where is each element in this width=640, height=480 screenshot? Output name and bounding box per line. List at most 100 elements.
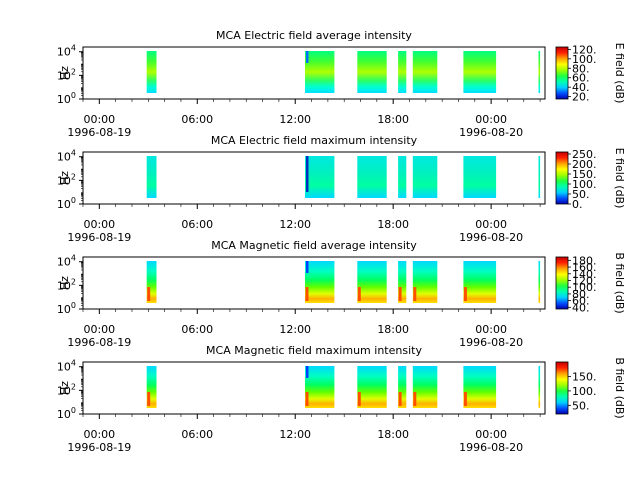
spectrogram-block — [538, 261, 541, 303]
spectrogram-block — [398, 51, 407, 93]
spectrogram-block — [146, 261, 157, 303]
colorbar — [555, 361, 569, 415]
date-label: 1996-08-19 — [67, 231, 131, 244]
colorbar-tick-label: 40. — [572, 301, 590, 314]
spectrogram-block — [463, 51, 497, 93]
colorbar-tick-label: 60. — [572, 72, 590, 85]
spectrogram-block — [463, 156, 497, 198]
colorbar-tick-label: 140. — [572, 268, 597, 281]
date-label: 1996-08-20 — [459, 126, 523, 139]
spectrogram-block — [412, 156, 438, 198]
y-tick-label: 104 — [57, 254, 76, 269]
axes-frame — [82, 256, 546, 310]
x-tick-label: 12:00 — [279, 113, 311, 126]
spectrogram-hot-streak — [147, 392, 151, 406]
colorbar-tick-label: 180. — [572, 254, 597, 267]
x-tick-label: 00:00 — [475, 113, 507, 126]
spectrogram-block — [357, 51, 387, 93]
spectrogram-block — [412, 261, 438, 303]
axes-frame — [82, 151, 546, 205]
spectrogram-block — [146, 366, 157, 408]
x-tick-label: 00:00 — [475, 218, 507, 231]
x-tick-label: 18:00 — [377, 218, 409, 231]
colorbar-tick-label: 40. — [572, 81, 590, 94]
x-tick-label: 18:00 — [377, 113, 409, 126]
date-label: 1996-08-20 — [459, 441, 523, 454]
y-tick-label: 100 — [57, 406, 76, 421]
spectrogram-dark-streak — [306, 261, 309, 273]
x-tick-label: 00:00 — [83, 113, 115, 126]
colorbar-tick-label: 0. — [572, 198, 583, 211]
colorbar — [555, 151, 569, 205]
colorbar-tick-label: 100. — [572, 385, 597, 398]
x-tick-label: 06:00 — [181, 428, 213, 441]
colorbar-tick-label: 160. — [572, 261, 597, 274]
spectrogram-hot-streak — [305, 392, 309, 406]
colorbar-label: E field (dB) — [613, 148, 626, 209]
axes-frame — [82, 361, 546, 415]
spectrogram-block — [538, 366, 541, 408]
x-tick-label: 18:00 — [377, 323, 409, 336]
date-label: 1996-08-19 — [67, 441, 131, 454]
date-label: 1996-08-20 — [459, 336, 523, 349]
y-axis-label: Hz — [58, 381, 71, 395]
spectrogram-hot-streak — [147, 287, 151, 301]
x-tick-label: 00:00 — [83, 218, 115, 231]
spectrogram-block — [305, 366, 335, 408]
x-tick-label: 12:00 — [279, 323, 311, 336]
colorbar-tick-label: 60. — [572, 295, 590, 308]
spectrogram-hot-streak — [398, 392, 402, 406]
panel-title: MCA Electric field average intensity — [216, 29, 412, 42]
spectrogram-hot-streak — [413, 287, 417, 301]
spectrogram-block — [357, 366, 387, 408]
x-tick-label: 00:00 — [475, 323, 507, 336]
colorbar-tick-label: 250. — [572, 148, 597, 161]
spectrogram-block — [398, 156, 407, 198]
colorbar — [555, 46, 569, 100]
colorbar-tick-label: 120. — [572, 274, 597, 287]
spectrogram-block — [538, 51, 541, 93]
colorbar-label: B field (dB) — [613, 357, 626, 418]
spectrogram-hot-streak — [413, 392, 417, 406]
colorbar-tick-label: 200. — [572, 158, 597, 171]
panel-title: MCA Magnetic field average intensity — [211, 239, 417, 252]
x-tick-label: 12:00 — [279, 428, 311, 441]
x-tick-label: 12:00 — [279, 218, 311, 231]
x-tick-label: 00:00 — [83, 323, 115, 336]
x-tick-label: 06:00 — [181, 323, 213, 336]
y-axis-label: Hz — [58, 171, 71, 185]
spectrogram-hot-streak — [305, 287, 309, 301]
y-tick-label: 100 — [57, 196, 76, 211]
colorbar-tick-label: 100. — [572, 178, 597, 191]
x-tick-label: 06:00 — [181, 113, 213, 126]
y-tick-label: 104 — [57, 149, 76, 164]
spectrogram-block — [146, 51, 157, 93]
y-tick-label: 100 — [57, 91, 76, 106]
spectrogram-block — [357, 261, 387, 303]
y-axis-label: Hz — [58, 276, 71, 290]
x-tick-label: 00:00 — [83, 428, 115, 441]
spectrogram-dark-streak — [306, 51, 309, 63]
spectrogram-dark-streak — [306, 366, 309, 378]
date-label: 1996-08-19 — [67, 126, 131, 139]
spectrogram-block — [398, 366, 407, 408]
colorbar-tick-label: 80. — [572, 62, 590, 75]
colorbar-tick-label: 100. — [572, 53, 597, 66]
spectrogram-block — [398, 261, 407, 303]
date-label: 1996-08-20 — [459, 231, 523, 244]
x-tick-label: 18:00 — [377, 428, 409, 441]
colorbar-tick-label: 150. — [572, 370, 597, 383]
spectrogram-hot-streak — [357, 287, 361, 301]
panel-title: MCA Electric field maximum intensity — [211, 134, 418, 147]
colorbar-tick-label: 150. — [572, 168, 597, 181]
colorbar-label: E field (dB) — [613, 43, 626, 104]
colorbar-tick-label: 80. — [572, 288, 590, 301]
colorbar-tick-label: 50. — [572, 399, 590, 412]
spectrogram-block — [463, 366, 497, 408]
colorbar-tick-label: 20. — [572, 91, 590, 104]
spectrogram-block — [357, 156, 387, 198]
colorbar-tick-label: 100. — [572, 281, 597, 294]
spectrogram-block — [463, 261, 497, 303]
spectrogram-hot-streak — [357, 392, 361, 406]
